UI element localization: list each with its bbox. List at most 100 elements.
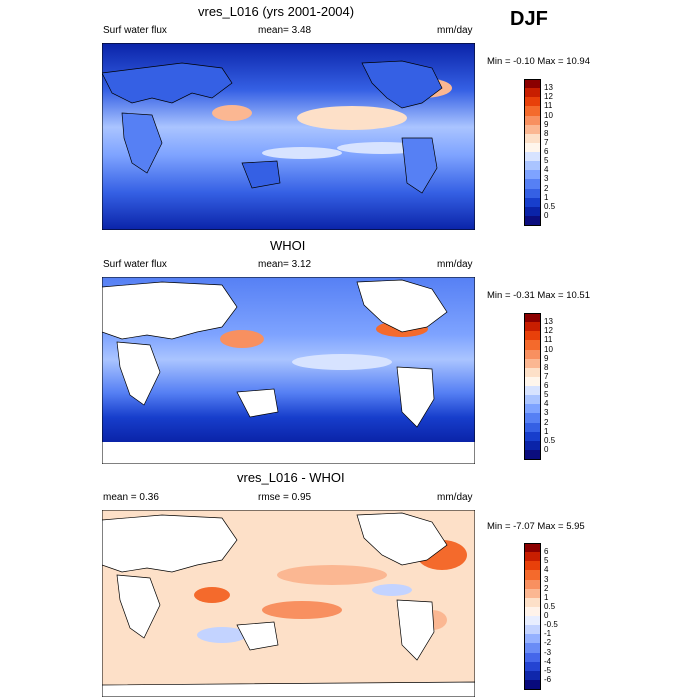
colorbar-tick-label: 0 (544, 444, 549, 454)
colorbar-tick-label: -0.5 (544, 620, 558, 630)
colorbar-tick-label: 0.5 (544, 601, 556, 611)
colorbar-cell (524, 179, 541, 189)
colorbar-cell (524, 431, 541, 442)
panel2-map (102, 277, 475, 464)
colorbar-tick-label: 0.5 (544, 435, 556, 445)
colorbar-tick-label: 3 (544, 174, 549, 184)
colorbar-cell (524, 88, 541, 98)
colorbar-tick-label: 12 (544, 92, 553, 102)
colorbar-cell (524, 170, 541, 180)
colorbar-tick-label: 0 (544, 611, 549, 620)
colorbar-tick-label: 9 (544, 353, 549, 363)
colorbar-tick-label: -5 (544, 665, 552, 675)
colorbar-cell (524, 349, 541, 360)
panel3-map (102, 510, 475, 697)
panel2-mean-label: mean= 3.12 (258, 259, 312, 270)
colorbar-tick-label: 9 (544, 119, 549, 129)
colorbar-cell (524, 376, 541, 387)
colorbar-cell (524, 413, 541, 423)
colorbar-tick-label: 7 (544, 137, 549, 147)
colorbar-cell (524, 449, 541, 460)
colorbar-cell (524, 606, 541, 617)
colorbar-cell (524, 115, 541, 126)
colorbar-cell (524, 322, 541, 332)
colorbar-tick-label: 8 (544, 362, 549, 372)
colorbar-tick-label: 3 (544, 408, 549, 418)
colorbar-cell (524, 124, 541, 135)
colorbar-tick-label: 11 (544, 335, 553, 345)
colorbar-cell (524, 367, 541, 378)
season-label: DJF (510, 8, 548, 30)
colorbar-cell (524, 570, 541, 580)
panel2-colorbar (524, 313, 541, 460)
colorbar-tick-label: 4 (544, 165, 549, 175)
panel1-map (102, 43, 475, 230)
colorbar-tick-label: -2 (544, 638, 552, 648)
colorbar-tick-label: 8 (544, 128, 549, 138)
colorbar-cell (524, 358, 541, 369)
colorbar-tick-label: 0.5 (544, 201, 556, 211)
colorbar-tick-label: 12 (544, 326, 553, 336)
colorbar-cell (524, 625, 541, 635)
colorbar-cell (524, 188, 541, 199)
colorbar-cell (524, 634, 541, 644)
colorbar-cell (524, 79, 541, 89)
colorbar-cell (524, 197, 541, 208)
colorbar-tick-label: 3 (544, 574, 549, 584)
colorbar-cell (524, 106, 541, 116)
colorbar-tick-label: 2 (544, 183, 549, 193)
colorbar-cell (524, 404, 541, 414)
colorbar-cell (524, 670, 541, 681)
panel3-mean-label: mean = 0.36 (103, 492, 159, 503)
panel3-rmse-label: rmse = 0.95 (258, 492, 312, 503)
colorbar-cell (524, 97, 541, 107)
colorbar-tick-label: -3 (544, 647, 552, 657)
panel3-minmax-label: Min = -7.07 Max = 5.95 (487, 521, 585, 532)
panel2-title: WHOI (270, 238, 306, 253)
colorbar-cell (524, 133, 541, 144)
colorbar-cell (524, 215, 541, 226)
colorbar-tick-label: 11 (544, 101, 553, 111)
colorbar-cell (524, 161, 541, 171)
colorbar-tick-label: 6 (544, 547, 549, 557)
colorbar-cell (524, 206, 541, 217)
panel1-units-label: mm/day (437, 25, 473, 36)
colorbar-cell (524, 313, 541, 323)
colorbar-cell (524, 386, 541, 396)
colorbar-tick-label: -6 (544, 674, 552, 684)
colorbar-tick-label: 13 (544, 83, 553, 93)
panel3-title: vres_L016 - WHOI (237, 470, 345, 485)
colorbar-cell (524, 643, 541, 653)
panel1-title: vres_L016 (yrs 2001-2004) (198, 4, 355, 19)
colorbar-tick-label: 10 (544, 344, 553, 354)
colorbar-cell (524, 422, 541, 433)
colorbar-cell (524, 543, 541, 553)
colorbar-tick-label: 2 (544, 417, 549, 427)
colorbar-tick-label: 6 (544, 381, 549, 390)
panel1-colorbar (524, 79, 541, 226)
panel2-variable-label: Surf water flux (103, 259, 167, 270)
colorbar-cell (524, 142, 541, 153)
colorbar-tick-label: 1 (544, 192, 549, 202)
colorbar-tick-label: 1 (544, 592, 549, 602)
panel2-minmax-label: Min = -0.31 Max = 10.51 (487, 290, 590, 301)
colorbar-cell (524, 395, 541, 405)
colorbar-tick-label: 13 (544, 317, 553, 327)
colorbar-cell (524, 579, 541, 590)
colorbar-tick-label: 10 (544, 110, 553, 120)
colorbar-cell (524, 331, 541, 341)
colorbar-cell (524, 652, 541, 663)
colorbar-tick-label: 4 (544, 399, 549, 409)
panel1-mean-label: mean= 3.48 (258, 25, 312, 36)
colorbar-cell (524, 152, 541, 162)
colorbar-tick-label: 5 (544, 390, 549, 400)
panel3-units-label: mm/day (437, 492, 473, 503)
colorbar-tick-label: 5 (544, 156, 549, 166)
panel2-units-label: mm/day (437, 259, 473, 270)
colorbar-tick-label: 1 (544, 426, 549, 436)
colorbar-tick-label: -4 (544, 656, 552, 666)
colorbar-cell (524, 552, 541, 562)
panel1-variable-label: Surf water flux (103, 25, 167, 36)
colorbar-cell (524, 661, 541, 672)
colorbar-tick-label: -1 (544, 629, 552, 639)
